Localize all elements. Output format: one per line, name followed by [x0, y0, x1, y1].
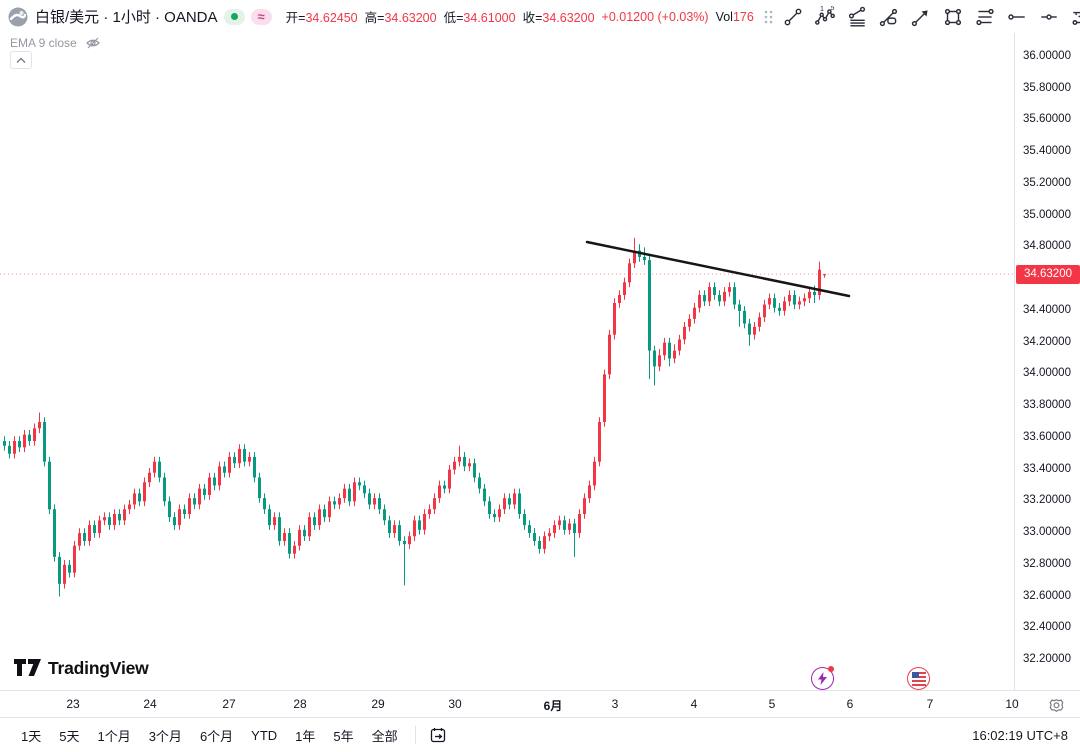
price-axis[interactable]: 36.00000 35.80000 35.60000 35.40000 35.20000… [1014, 0, 1080, 690]
range-button-YTD[interactable]: YTD [242, 724, 286, 747]
volume-value: 176 [732, 9, 754, 24]
indicator-label[interactable]: EMA 9 close [10, 36, 77, 50]
arrow-icon[interactable] [905, 2, 937, 32]
price-tick: 32.60000 [1023, 589, 1071, 602]
time-tick: 3 [611, 697, 619, 711]
symbol-title[interactable]: 白银/美元 · 1小时 · OANDA [35, 9, 218, 26]
toolbar-drag-handle-icon[interactable] [761, 6, 775, 28]
range-button-全部[interactable]: 全部 [363, 722, 407, 749]
ohlc-readout: 开=34.62450 高=34.63200 低=34.61000 收=34.63… [285, 9, 754, 26]
time-tick: 27 [222, 697, 236, 711]
indicator-legend: EMA 9 close [10, 36, 101, 50]
price-tick: 35.00000 [1023, 208, 1071, 221]
close-value: 34.63200 [542, 11, 595, 25]
bottom-toolbar: 1天 5天 1个月 3个月 6个月 YTD 1年 5年 全部 16:02:19 UTC+8 [0, 717, 1080, 752]
low-value: 34.61000 [463, 11, 516, 25]
time-tick: 28 [293, 697, 307, 711]
date-range-buttons: 1天 5天 1个月 3个月 6个月 YTD 1年 5年 全部 [12, 722, 407, 749]
chart-header: 白银/美元 · 1小时 · OANDA ≈ 开=34.62450 高=34.63… [0, 0, 1080, 33]
us-economic-event-icon[interactable] [907, 667, 930, 690]
range-button-5天[interactable]: 5天 [50, 722, 88, 749]
delayed-data-badge[interactable]: ≈ [250, 8, 272, 25]
fib-retracement-icon[interactable] [841, 2, 873, 32]
time-tick: 6 [846, 697, 854, 711]
chart-pane[interactable]: TradingView [0, 0, 1014, 690]
silver-symbol-icon [8, 7, 28, 26]
time-tick: 29 [371, 697, 385, 711]
gear-icon[interactable] [1046, 695, 1066, 715]
price-tick: 35.80000 [1023, 81, 1071, 94]
range-button-1天[interactable]: 1天 [12, 722, 50, 749]
trend-line-icon[interactable] [777, 2, 809, 32]
horizontal-line-icon[interactable] [1033, 2, 1065, 32]
legend-collapse-button[interactable] [10, 51, 32, 69]
range-button-1年[interactable]: 1年 [286, 722, 324, 749]
price-tick: 35.60000 [1023, 113, 1071, 126]
flat-top-bottom-icon[interactable] [1065, 2, 1080, 32]
clock-timezone-button[interactable]: 16:02:19 UTC+8 [972, 727, 1068, 743]
range-button-3个月[interactable]: 3个月 [140, 722, 191, 749]
price-tick: 33.40000 [1023, 462, 1071, 475]
price-tick: 35.20000 [1023, 176, 1071, 189]
range-button-5年[interactable]: 5年 [324, 722, 362, 749]
parallel-channel-icon[interactable] [969, 2, 1001, 32]
price-tick: 33.60000 [1023, 430, 1071, 443]
price-tick: 34.40000 [1023, 303, 1071, 316]
time-tick: 24 [143, 697, 157, 711]
time-tick: 7 [926, 697, 934, 711]
svg-text:1: 1 [820, 6, 824, 13]
time-tick: 6月 [543, 699, 563, 713]
change-value: +0.01200 (+0.03%) [601, 9, 709, 24]
tradingview-wordmark: TradingView [48, 658, 149, 678]
time-tick: 5 [768, 697, 776, 711]
trend-line-label-icon[interactable] [873, 2, 905, 32]
price-tick: 34.20000 [1023, 335, 1071, 348]
time-axis[interactable]: 23 24 27 28 29 30 6月 3 4 5 6 7 10 [0, 690, 1080, 717]
time-tick: 23 [66, 697, 80, 711]
price-tick: 33.20000 [1023, 494, 1071, 507]
price-tick: 33.80000 [1023, 399, 1071, 412]
time-tick: 4 [690, 697, 698, 711]
notification-dot [828, 666, 834, 672]
market-open-dot [230, 13, 238, 20]
candlestick-chart[interactable] [0, 0, 1014, 690]
range-button-6个月[interactable]: 6个月 [191, 722, 242, 749]
go-to-date-icon[interactable] [424, 723, 452, 747]
ideas-stream-icon[interactable] [811, 666, 834, 690]
time-tick: 10 [1005, 697, 1019, 711]
eye-off-icon[interactable] [85, 36, 101, 50]
price-tick: 32.80000 [1023, 557, 1071, 570]
last-price-label: 34.63200 [1016, 264, 1080, 284]
price-tick: 32.40000 [1023, 621, 1071, 634]
horizontal-ray-icon[interactable] [1001, 2, 1033, 32]
footer-divider [414, 726, 416, 744]
price-tick: 34.80000 [1023, 240, 1071, 253]
price-tick: 32.20000 [1023, 652, 1071, 665]
open-value: 34.62450 [305, 11, 358, 25]
tradingview-logo[interactable]: TradingView [14, 658, 149, 679]
price-tick: 34.00000 [1023, 367, 1071, 380]
high-value: 34.63200 [384, 11, 437, 25]
rectangle-icon[interactable] [937, 2, 969, 32]
price-tick: 36.00000 [1023, 50, 1071, 62]
range-button-1个月[interactable]: 1个月 [88, 722, 139, 749]
tradingview-glyph-icon [14, 658, 41, 676]
price-tick: 33.00000 [1023, 526, 1071, 539]
svg-text:5: 5 [830, 6, 834, 12]
time-tick: 30 [448, 697, 462, 711]
market-status-badge[interactable] [223, 8, 245, 25]
price-tick: 35.40000 [1023, 145, 1071, 158]
